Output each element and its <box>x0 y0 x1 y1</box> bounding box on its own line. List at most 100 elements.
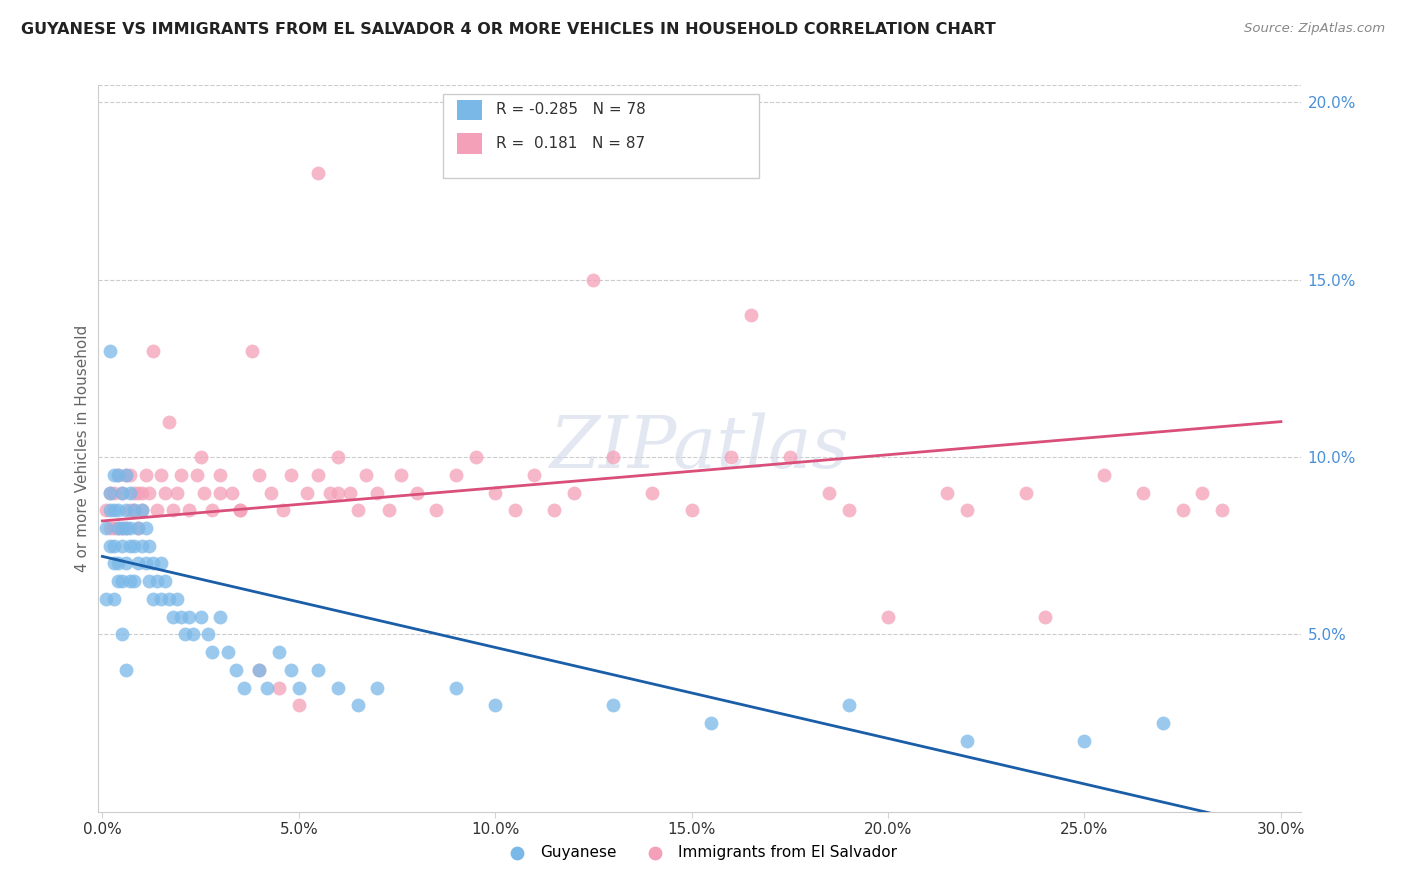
Point <box>269 645 291 659</box>
Point <box>107 467 129 482</box>
Point <box>111 574 134 589</box>
Point <box>269 681 291 695</box>
Point <box>103 467 125 482</box>
Point <box>118 467 141 482</box>
Point <box>307 663 329 677</box>
Point <box>217 645 239 659</box>
Point <box>135 467 157 482</box>
Point <box>1191 485 1213 500</box>
Point <box>127 485 149 500</box>
Point <box>115 557 138 571</box>
Point <box>936 485 959 500</box>
Point <box>155 485 177 500</box>
Point <box>201 645 224 659</box>
Point <box>115 521 138 535</box>
Point <box>173 627 195 641</box>
Point <box>523 467 546 482</box>
Point <box>562 485 585 500</box>
Point <box>1073 733 1095 747</box>
Text: GUYANESE VS IMMIGRANTS FROM EL SALVADOR 4 OR MORE VEHICLES IN HOUSEHOLD CORRELAT: GUYANESE VS IMMIGRANTS FROM EL SALVADOR … <box>21 22 995 37</box>
Point <box>96 503 118 517</box>
Point <box>346 503 368 517</box>
Y-axis label: 4 or more Vehicles in Household: 4 or more Vehicles in Household <box>75 325 90 572</box>
Point <box>118 539 141 553</box>
Point <box>98 521 121 535</box>
Point <box>378 503 401 517</box>
Point <box>1132 485 1154 500</box>
Point <box>146 574 169 589</box>
Point <box>107 521 129 535</box>
Point <box>818 485 841 500</box>
Point <box>221 485 243 500</box>
Text: R =  0.181   N = 87: R = 0.181 N = 87 <box>496 136 645 152</box>
Point <box>339 485 361 500</box>
Point <box>170 467 193 482</box>
Point <box>150 467 173 482</box>
Point <box>150 591 173 606</box>
Point <box>838 503 860 517</box>
Point <box>720 450 742 464</box>
Point <box>107 557 129 571</box>
Point <box>111 521 134 535</box>
Point <box>111 627 134 641</box>
Point <box>366 485 388 500</box>
Point <box>103 503 125 517</box>
Point <box>177 503 200 517</box>
Point <box>602 698 624 713</box>
Point <box>103 557 125 571</box>
Point <box>122 539 145 553</box>
Point <box>146 503 169 517</box>
Point <box>142 557 165 571</box>
Point <box>122 574 145 589</box>
Point <box>98 343 121 358</box>
Point <box>157 415 180 429</box>
Point <box>166 485 188 500</box>
Point <box>1014 485 1036 500</box>
Point <box>115 467 138 482</box>
Point <box>280 663 302 677</box>
Point <box>681 503 703 517</box>
Point <box>201 503 224 517</box>
Point <box>111 539 134 553</box>
Point <box>190 450 212 464</box>
Point <box>295 485 318 500</box>
Point <box>127 521 149 535</box>
Point <box>103 485 125 500</box>
Point <box>956 733 979 747</box>
Point <box>118 521 141 535</box>
Point <box>111 521 134 535</box>
Point <box>503 503 526 517</box>
Point <box>740 308 762 322</box>
Point <box>138 539 160 553</box>
Point <box>181 627 204 641</box>
Point <box>249 663 271 677</box>
Point <box>155 574 177 589</box>
Point <box>118 574 141 589</box>
Point <box>177 609 200 624</box>
Point <box>131 503 153 517</box>
Point <box>170 609 193 624</box>
Point <box>122 503 145 517</box>
Point <box>956 503 979 517</box>
Point <box>111 485 134 500</box>
Point <box>131 485 153 500</box>
Point <box>98 485 121 500</box>
Point <box>1033 609 1056 624</box>
Point <box>249 663 271 677</box>
Point <box>543 503 565 517</box>
Point <box>98 539 121 553</box>
Point <box>111 485 134 500</box>
Text: Source: ZipAtlas.com: Source: ZipAtlas.com <box>1244 22 1385 36</box>
Point <box>405 485 427 500</box>
Point <box>1092 467 1115 482</box>
Point <box>240 343 263 358</box>
Point <box>271 503 294 517</box>
Point <box>838 698 860 713</box>
Point <box>225 663 247 677</box>
Point <box>118 503 141 517</box>
Point <box>115 521 138 535</box>
Point <box>162 609 184 624</box>
Point <box>280 467 302 482</box>
Point <box>444 681 467 695</box>
Point <box>103 521 125 535</box>
